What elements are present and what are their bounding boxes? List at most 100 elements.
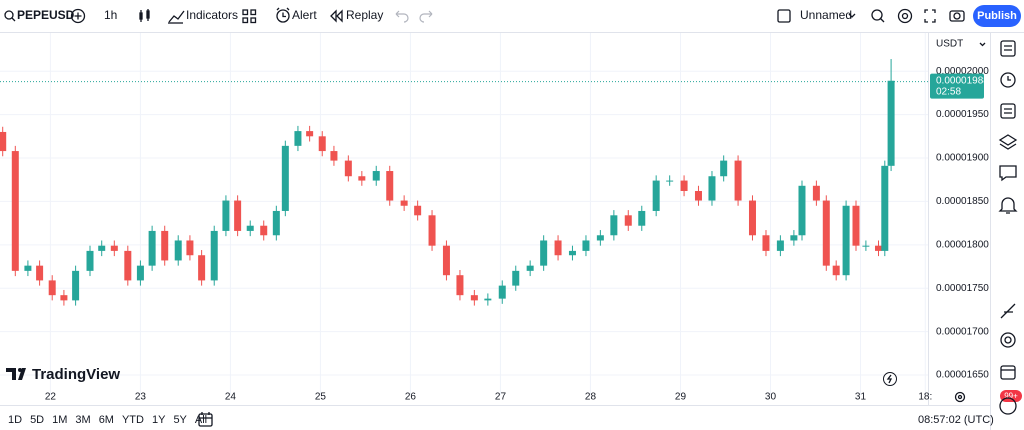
candle-body (174, 240, 182, 261)
candle-body (11, 151, 19, 271)
candle-body (874, 245, 882, 251)
redo-button[interactable] (419, 10, 433, 23)
range-button[interactable]: 3M (75, 414, 90, 426)
candle-body (812, 185, 820, 201)
candle-body (484, 298, 492, 301)
candle-body (832, 265, 840, 276)
range-button[interactable]: 1Y (152, 414, 166, 426)
alert-button[interactable]: Alert (276, 7, 317, 23)
range-button[interactable]: YTD (122, 414, 144, 426)
candle-body (148, 230, 156, 266)
indicators-label: Indicators (186, 8, 238, 22)
range-button[interactable]: 1M (52, 414, 67, 426)
candle-body (776, 240, 784, 251)
candle-body (48, 280, 56, 296)
candle-body (161, 230, 169, 261)
indicators-button[interactable]: Indicators (168, 8, 238, 24)
publish-label: Publish (977, 10, 1017, 22)
candle-body (186, 240, 194, 256)
currency-chevron[interactable] (979, 42, 986, 47)
last-price-tag (930, 73, 984, 99)
goto-date[interactable] (198, 412, 213, 427)
range-button[interactable]: 1D (8, 414, 22, 426)
countdown: 02:58 (936, 86, 961, 97)
watermark: TradingView (6, 366, 120, 383)
candle-body (666, 180, 674, 182)
candle-body (526, 265, 534, 271)
candle-body (852, 205, 860, 246)
settings-button[interactable] (897, 8, 913, 24)
x-tick-label: 26 (405, 392, 417, 403)
interval[interactable]: 1h (104, 8, 117, 22)
candle-body (234, 200, 242, 231)
candle-body (498, 285, 506, 299)
search-icon (4, 10, 14, 20)
candle-body (110, 245, 118, 251)
candle-body (638, 210, 646, 226)
y-tick-label: 0.00001650 (936, 370, 989, 381)
layout-checkbox[interactable] (777, 9, 791, 23)
range-button[interactable]: 5Y (173, 414, 187, 426)
candle-body (720, 160, 728, 177)
candle-body (294, 131, 302, 146)
x-tick-label: 24 (225, 392, 237, 403)
candle-body (442, 245, 450, 276)
layout-chevron[interactable] (848, 13, 856, 18)
candle-body (306, 131, 314, 137)
candle-body (136, 265, 144, 281)
layout-name[interactable]: Unnamed (800, 8, 852, 22)
chart-style-button[interactable] (139, 9, 150, 22)
candle-body (822, 200, 830, 266)
candle-body (652, 180, 660, 211)
candle-body (330, 151, 338, 161)
candle-body (86, 250, 94, 271)
candle-body (881, 165, 889, 251)
x-tick-label: 29 (675, 392, 687, 403)
candle-body (540, 240, 548, 266)
y-tick-label: 0.00002000 (936, 66, 989, 77)
candle-body (272, 210, 280, 236)
candle-body (624, 215, 632, 226)
x-tick-label: 30 (765, 392, 777, 403)
quick-search[interactable] (871, 9, 885, 23)
range-button[interactable]: 6M (99, 414, 114, 426)
candle-body (568, 250, 576, 256)
currency[interactable]: USDT (936, 39, 963, 50)
candle-body (124, 250, 132, 281)
range-buttons: 1D 5D 1M 3M 6M YTD 1Y 5Y All (8, 414, 207, 426)
compare-button[interactable] (70, 8, 86, 24)
symbol-search[interactable]: PEPEUSD (4, 8, 75, 22)
candle-body (400, 200, 408, 206)
replay-label: Replay (346, 8, 383, 22)
candle-body (210, 230, 218, 281)
clock[interactable]: 08:57:02 (UTC) (918, 414, 994, 426)
candle-body (386, 171, 394, 201)
candle-body (222, 200, 230, 231)
fullscreen-button[interactable] (924, 9, 936, 23)
candle-body (36, 265, 44, 281)
layouts-button[interactable] (242, 9, 257, 24)
y-tick-label: 0.00001900 (936, 153, 989, 164)
scale-settings[interactable] (954, 391, 966, 403)
replay-button[interactable]: Replay (330, 8, 383, 23)
lightning-button[interactable] (883, 372, 897, 386)
undo-button[interactable] (395, 10, 409, 23)
candle-body (470, 295, 478, 301)
snapshot-button[interactable] (949, 10, 965, 22)
candle-body (554, 240, 562, 256)
plot-area (0, 33, 928, 395)
candle-body (414, 205, 422, 216)
publish-button[interactable] (973, 5, 1021, 27)
sidebar-icons[interactable] (998, 40, 1018, 380)
candle-body (582, 240, 590, 251)
y-tick-label: 0.00001800 (936, 239, 989, 250)
candle-body (260, 225, 268, 236)
help-icon[interactable] (999, 397, 1017, 415)
candle-body (862, 245, 870, 247)
candle-body (610, 215, 618, 236)
candle-body (24, 265, 32, 271)
range-button[interactable]: 5D (30, 414, 44, 426)
range-button[interactable]: All (195, 414, 207, 426)
